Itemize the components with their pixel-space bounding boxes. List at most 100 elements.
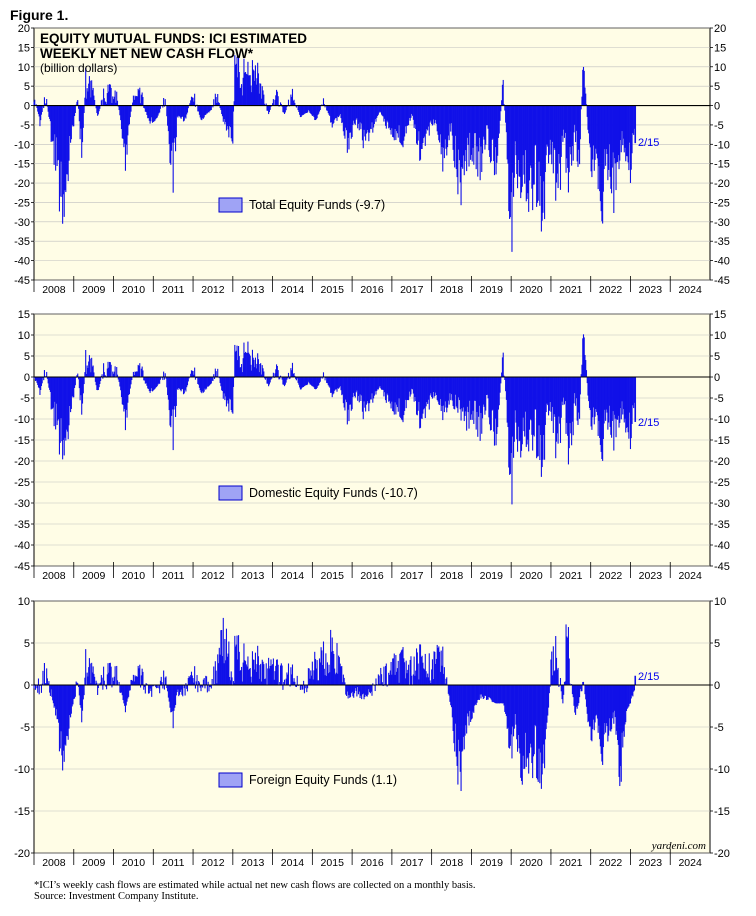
y-tick-label-left: -5 (20, 120, 30, 132)
x-tick-label: 2014 (281, 284, 305, 296)
y-tick-label-left: -5 (20, 393, 30, 405)
y-tick-label-left: 15 (18, 42, 30, 54)
x-tick-label: 2021 (559, 857, 583, 869)
y-tick-label-right: -10 (714, 139, 730, 151)
x-tick-label: 2008 (42, 284, 66, 296)
y-tick-label-left: -35 (14, 236, 30, 248)
x-tick-label: 2012 (201, 570, 225, 582)
legend-label-total: Total Equity Funds (-9.7) (249, 198, 385, 212)
latest-date-foreign: 2/15 (638, 671, 659, 683)
panel-total-xaxis: 2008 2009 2010 2011 2012 2013 2014 2015 2016 2017… (33, 276, 702, 296)
y-tick-label-right: 5 (714, 81, 720, 93)
x-tick-label: 2023 (639, 570, 663, 582)
y-tick-label-right: 10 (714, 330, 726, 342)
x-tick-label: 2013 (241, 857, 265, 869)
y-tick-label-right: -40 (714, 540, 730, 552)
y-tick-label-right: -20 (714, 178, 730, 190)
legend-label-foreign: Foreign Equity Funds (1.1) (249, 773, 397, 787)
x-tick-label: 2008 (42, 857, 66, 869)
legend-swatch-domestic (218, 485, 243, 501)
latest-date-domestic: 2/15 (638, 417, 659, 429)
x-tick-label: 2010 (122, 570, 146, 582)
y-tick-label-left: -20 (14, 848, 30, 860)
y-tick-label-right: -15 (714, 435, 730, 447)
y-tick-label-left: -35 (14, 519, 30, 531)
y-tick-label-left: -45 (14, 275, 30, 287)
x-tick-label: 2015 (321, 570, 345, 582)
chart-title-line2: WEEKLY NET NEW CASH FLOW* (40, 46, 254, 61)
x-tick-label: 2008 (42, 570, 66, 582)
y-tick-label-right: 15 (714, 309, 726, 321)
y-tick-label-left: -20 (14, 178, 30, 190)
y-tick-label-left: -5 (20, 722, 30, 734)
y-tick-label-left: -10 (14, 764, 30, 776)
x-tick-label: 2020 (519, 284, 543, 296)
latest-date-total: 2/15 (638, 137, 659, 149)
y-tick-label-right: 15 (714, 42, 726, 54)
y-tick-label-left: 0 (24, 372, 30, 384)
y-tick-label-left: 5 (24, 81, 30, 93)
x-tick-label: 2017 (400, 570, 424, 582)
x-tick-label: 2011 (162, 857, 185, 869)
y-tick-label-left: -25 (14, 477, 30, 489)
y-tick-label-right: 0 (714, 372, 720, 384)
x-tick-label: 2020 (519, 857, 543, 869)
panel-foreign-yaxis-left: 10 5 0 -5 -10 -15 -20 (14, 596, 34, 860)
x-tick-label: 2011 (162, 284, 185, 296)
x-tick-label: 2009 (82, 570, 106, 582)
y-tick-label-left: -20 (14, 456, 30, 468)
x-tick-label: 2014 (281, 857, 305, 869)
x-tick-label: 2019 (480, 570, 504, 582)
y-tick-label-right: 10 (714, 62, 726, 74)
y-tick-label-left: -10 (14, 139, 30, 151)
legend-swatch-total (218, 197, 243, 213)
x-tick-label: 2018 (440, 570, 464, 582)
y-tick-label-right: -35 (714, 519, 730, 531)
x-tick-label: 2023 (639, 284, 663, 296)
y-tick-label-right: 0 (714, 101, 720, 113)
legend-swatch-foreign (218, 772, 243, 788)
y-tick-label-right: -5 (714, 120, 724, 132)
x-tick-label: 2018 (440, 284, 464, 296)
y-tick-label-left: -10 (14, 414, 30, 426)
y-tick-label-right: -40 (714, 256, 730, 268)
x-tick-label: 2016 (360, 284, 384, 296)
y-tick-label-right: -10 (714, 414, 730, 426)
legend-label-domestic: Domestic Equity Funds (-10.7) (249, 486, 418, 500)
x-tick-label: 2010 (122, 284, 146, 296)
footnote: *ICI’s weekly cash flows are estimated w… (34, 880, 475, 891)
y-tick-label-left: -40 (14, 256, 30, 268)
x-tick-label: 2009 (82, 284, 106, 296)
y-tick-label-left: 5 (24, 351, 30, 363)
x-tick-label: 2015 (321, 284, 345, 296)
x-tick-label: 2021 (559, 284, 583, 296)
x-tick-label: 2009 (82, 857, 106, 869)
y-tick-label-left: -25 (14, 197, 30, 209)
x-tick-label: 2020 (519, 570, 543, 582)
chart-title-line1: EQUITY MUTUAL FUNDS: ICI ESTIMATED (40, 31, 307, 46)
y-tick-label-left: 20 (18, 23, 30, 35)
y-tick-label-right: -5 (714, 722, 724, 734)
chart-ylabel: (billion dollars) (40, 61, 117, 75)
x-tick-label: 2015 (321, 857, 345, 869)
panel-domestic-yaxis-left: 15 10 5 0 -5 -10 -15 -20 -25 -30 -35 -40 -45 (14, 309, 34, 573)
panel-total-yaxis-right: 20 15 10 5 0 -5 -10 -15 -20 -25 -30 -35 -40 -45 (710, 23, 730, 287)
figure-label: Figure 1. (10, 7, 68, 23)
y-tick-label-right: 10 (714, 596, 726, 608)
x-tick-label: 2019 (480, 857, 504, 869)
y-tick-label-right: -25 (714, 197, 730, 209)
y-tick-label-left: 10 (18, 596, 30, 608)
credit-yardeni: yardeni.com (651, 840, 706, 852)
y-tick-label-left: 5 (24, 638, 30, 650)
x-tick-label: 2014 (281, 570, 305, 582)
panel-foreign-xaxis: 2008 2009 2010 2011 2012 2013 2014 2015 2016 2017… (33, 849, 702, 869)
y-tick-label-left: -45 (14, 561, 30, 573)
x-tick-label: 2024 (678, 570, 702, 582)
y-tick-label-right: -15 (714, 806, 730, 818)
x-tick-label: 2013 (241, 284, 265, 296)
y-tick-label-left: 15 (18, 309, 30, 321)
x-tick-label: 2016 (360, 570, 384, 582)
panel-foreign-yaxis-right: 10 5 0 -5 -10 -15 -20 (710, 596, 730, 860)
